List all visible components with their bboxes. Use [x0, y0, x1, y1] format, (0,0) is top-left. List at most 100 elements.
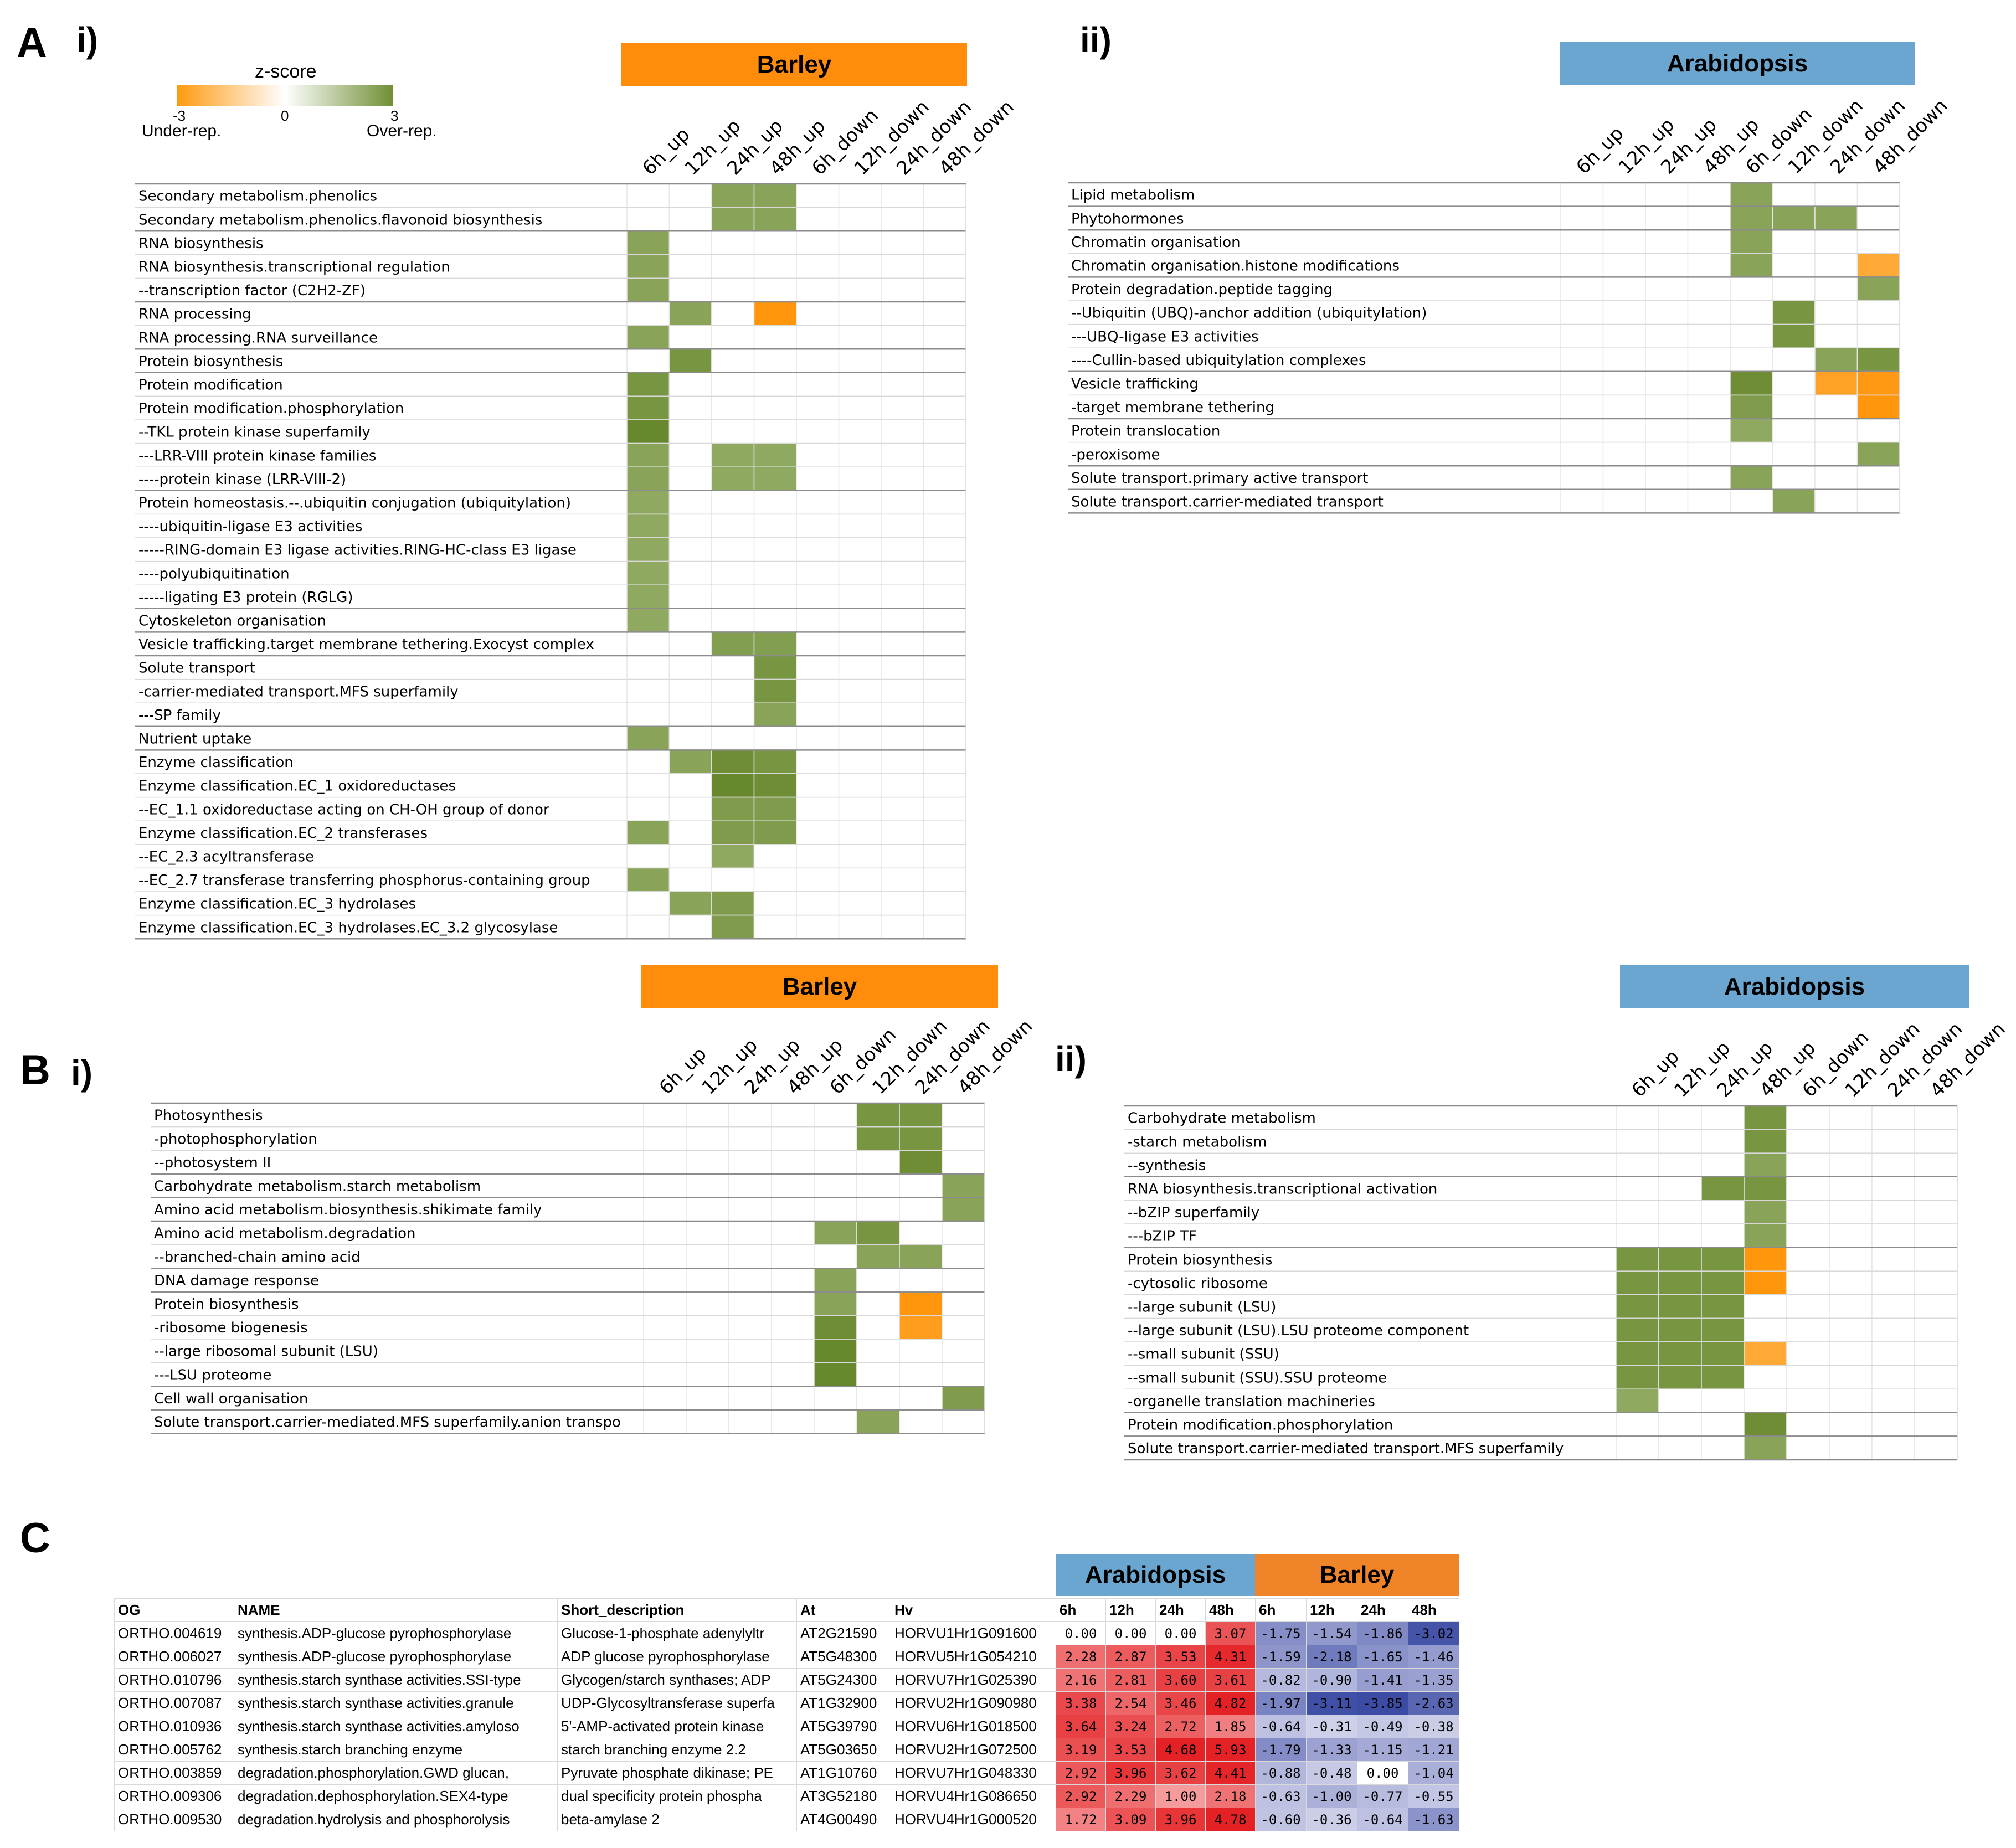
- row-label: --synthesis: [1128, 1157, 1206, 1174]
- heatmap-cell: [626, 348, 670, 373]
- heatmap-cell: [1786, 1317, 1830, 1342]
- table-cell: ORTHO.009530: [114, 1808, 234, 1831]
- heatmap-cell: [1744, 1435, 1787, 1460]
- heatmap-cell: [643, 1291, 687, 1316]
- heatmap-cell: [686, 1409, 729, 1434]
- heatmap-cell: [1602, 229, 1646, 254]
- heatmap-cell: [796, 914, 840, 939]
- heatmap-cell: [942, 1150, 985, 1175]
- heatmap-cell: [899, 1362, 943, 1387]
- heatmap-cell: [1856, 465, 1900, 490]
- heatmap-cell: [899, 1126, 943, 1151]
- heatmap-cell: [728, 1268, 772, 1293]
- heatmap-cell: [626, 560, 670, 585]
- heatmap-cell: [686, 1339, 729, 1363]
- heatmap-cell: [1856, 489, 1900, 514]
- legend-title: z-score: [255, 61, 317, 82]
- heatmap-cell: [668, 844, 712, 869]
- heatmap-cell: [1687, 394, 1731, 419]
- heatmap-cell: [1645, 489, 1689, 514]
- heatmap-cell: [1914, 1317, 1958, 1342]
- row-label: --EC_2.7 transferase transferring phosph…: [138, 872, 590, 889]
- row-label: -cytosolic ribosome: [1128, 1275, 1268, 1292]
- heatmap-cell: [923, 348, 966, 373]
- heatmap-cell: [1829, 1152, 1873, 1177]
- heatmap-cell: [728, 1291, 772, 1316]
- heatmap-cell: [881, 891, 924, 916]
- heatmap-cell: [1645, 347, 1689, 372]
- heatmap-cell: [1730, 205, 1773, 230]
- heatmap-cell: [753, 230, 797, 255]
- heatmap-cell: [881, 749, 924, 774]
- heatmap-cell: [626, 796, 670, 821]
- heatmap-cell: [711, 914, 755, 939]
- legend-min: -3: [173, 107, 186, 124]
- row-label: DNA damage response: [154, 1273, 319, 1289]
- heatmap-cell: [626, 867, 670, 892]
- heatmap-cell: [1814, 253, 1858, 278]
- heatmap-cell: [753, 513, 797, 538]
- heatmap-cell: [881, 442, 924, 467]
- row-label: ---bZIP TF: [1128, 1228, 1197, 1245]
- row-label: RNA biosynthesis.transcriptional activat…: [1128, 1181, 1437, 1197]
- heatmap-cell: [838, 631, 882, 656]
- heatmap-cell: [838, 348, 882, 373]
- heatmap-cell: [796, 867, 840, 892]
- heatmap-cell: [1645, 394, 1689, 419]
- heatmap-cell: [1914, 1435, 1958, 1460]
- heatmap-cell: [711, 419, 755, 444]
- heatmap-cell: [643, 1103, 687, 1128]
- heatmap-cell: [753, 914, 797, 939]
- heatmap-cell: [1560, 205, 1604, 230]
- heatmap-cell: [881, 395, 924, 420]
- heatmap-cell: [796, 749, 840, 774]
- panel-letter-c: C: [20, 1515, 50, 1562]
- heatmap-cell: [796, 796, 840, 821]
- heatmap-cell: [643, 1126, 687, 1151]
- heatmap-cell: [1602, 205, 1646, 230]
- panel-letter-b: B: [20, 1047, 50, 1094]
- heatmap-cell: [753, 325, 797, 349]
- table-cell: 3.24: [1105, 1715, 1156, 1738]
- heatmap-cell: [796, 301, 840, 326]
- heatmap-cell: [668, 796, 712, 821]
- heatmap-cell: [838, 230, 882, 255]
- heatmap-cell: [1744, 1247, 1787, 1272]
- heatmap-cell: [1560, 371, 1604, 396]
- row-label: Cytoskeleton organisation: [138, 612, 326, 629]
- table-cell: 5.93: [1205, 1738, 1256, 1762]
- heatmap-cell: [899, 1173, 943, 1198]
- heatmap-cell: [1687, 441, 1731, 466]
- table-header-cell: 12h: [1306, 1598, 1357, 1622]
- heatmap-cell: [838, 466, 882, 491]
- heatmap-cell: [881, 254, 924, 279]
- heatmap-cell: [814, 1386, 857, 1411]
- table-cell: synthesis.starch synthase activities.amy…: [234, 1715, 558, 1738]
- heatmap-cell: [711, 796, 755, 821]
- heatmap-cell: [728, 1409, 772, 1434]
- heatmap-cell: [1814, 205, 1858, 230]
- row-label: ----Cullin-based ubiquitylation complexe…: [1071, 352, 1366, 369]
- heatmap-cell: [1645, 465, 1689, 490]
- table-cell: 2.87: [1105, 1645, 1156, 1669]
- heatmap-cell: [814, 1268, 857, 1293]
- heatmap-cell: [711, 301, 755, 326]
- table-cell: -0.36: [1306, 1808, 1357, 1831]
- table-cell: -0.88: [1255, 1761, 1307, 1785]
- row-label: --small subunit (SSU).SSU proteome: [1128, 1370, 1387, 1386]
- heatmap-cell: [923, 513, 966, 538]
- ortholog-table: Arabidopsis Barley OG NAME Short_descripti…: [114, 1554, 1459, 1831]
- table-cell: -0.49: [1357, 1715, 1408, 1738]
- heatmap-cell: [856, 1150, 900, 1175]
- table-cell: beta-amylase 2: [557, 1808, 797, 1831]
- heatmap-cell: [753, 726, 797, 751]
- heatmap-cell: [668, 207, 712, 231]
- table-cell: ORTHO.006027: [114, 1645, 234, 1669]
- heatmap-cell: [626, 277, 670, 302]
- table-cell: 3.96: [1105, 1761, 1156, 1785]
- row-label: Solute transport.primary active transpor…: [1071, 470, 1368, 487]
- heatmap-cell: [711, 537, 755, 562]
- table-header-cell: 6h: [1056, 1598, 1106, 1622]
- heatmap-cell: [668, 490, 712, 515]
- heatmap-cell: [814, 1197, 857, 1222]
